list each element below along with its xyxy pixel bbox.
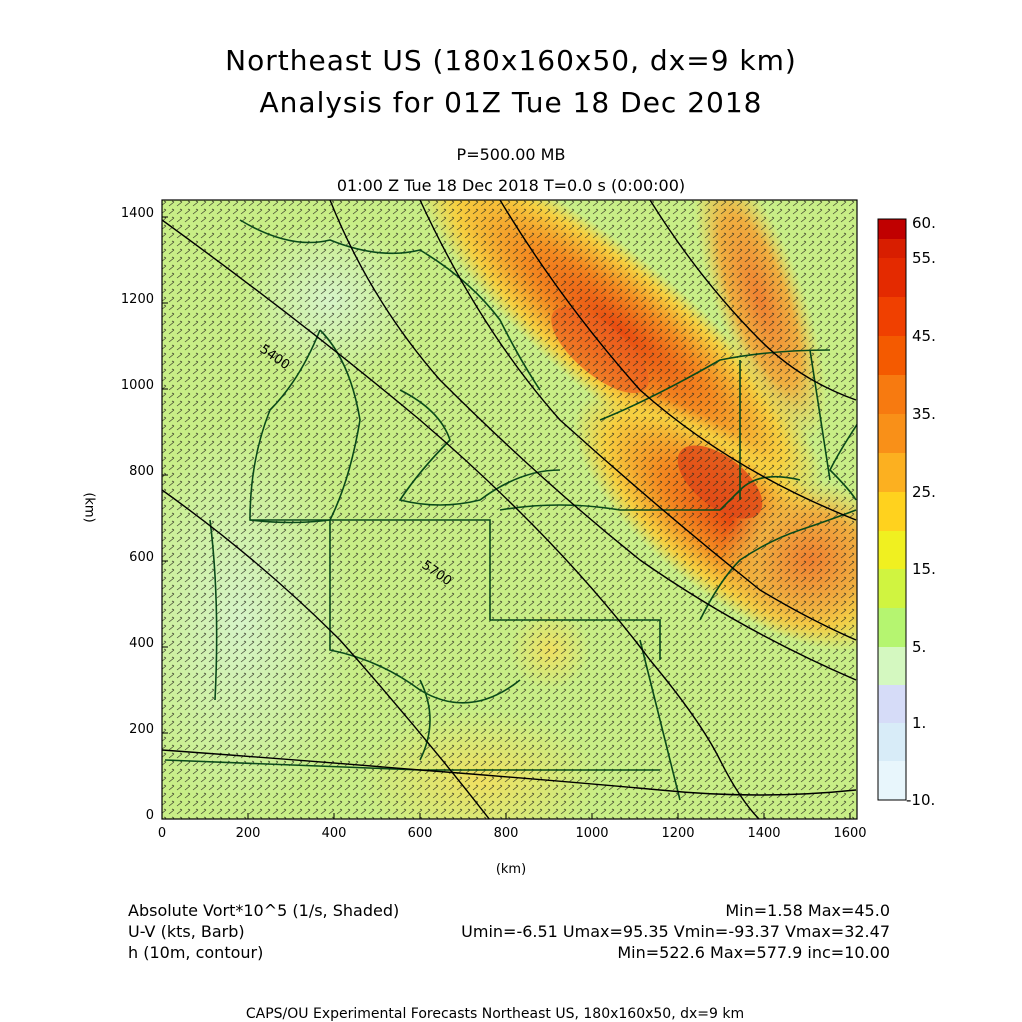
x-tick-label: 800 — [493, 826, 519, 841]
height-contours — [162, 200, 857, 819]
map-boundaries — [164, 219, 857, 801]
axis-ticks — [161, 216, 851, 820]
y-tick-label: 0 — [145, 808, 154, 823]
x-tick-label: 400 — [321, 826, 347, 841]
colorbar-label: 15. — [912, 560, 936, 578]
y-tick-label: 600 — [129, 550, 154, 565]
plot-frame — [161, 199, 858, 820]
x-axis-label: (km) — [495, 862, 527, 877]
x-tick-label: 1600 — [833, 826, 867, 841]
footer-credit: CAPS/OU Experimental Forecasts Northeast… — [245, 1006, 745, 1022]
title-line-1: Northeast US (180x160x50, dx=9 km) — [225, 44, 797, 77]
colorbar-label: 25. — [912, 483, 936, 501]
vorticity-shading — [162, 200, 857, 819]
colorbar — [877, 218, 907, 801]
legend-field-wind: U-V (kts, Barb) — [128, 922, 245, 941]
y-tick-label: 800 — [129, 464, 154, 479]
legend-field-height: h (10m, contour) — [128, 943, 264, 962]
colorbar-label: -10. — [906, 791, 936, 809]
y-tick-label: 400 — [129, 636, 154, 651]
x-tick-label: 600 — [407, 826, 433, 841]
colorbar-label: 55. — [912, 249, 936, 267]
x-tick-label: 0 — [157, 826, 167, 841]
colorbar-label: 45. — [912, 327, 936, 345]
pressure-level: P=500.00 MB — [456, 145, 566, 164]
x-tick-label: 200 — [235, 826, 261, 841]
legend-height-stats: Min=522.6 Max=577.9 inc=10.00 — [617, 943, 890, 962]
valid-time: 01:00 Z Tue 18 Dec 2018 T=0.0 s (0:00:00… — [336, 176, 686, 195]
x-tick-label: 1400 — [747, 826, 781, 841]
colorbar-label: 1. — [912, 714, 927, 732]
y-tick-label: 1400 — [120, 206, 154, 221]
colorbar-label: 5. — [912, 638, 927, 656]
colorbar-label: 35. — [912, 405, 936, 423]
x-tick-label: 1200 — [661, 826, 695, 841]
legend-field-vorticity: Absolute Vort*10^5 (1/s, Shaded) — [128, 901, 400, 920]
y-tick-label: 1200 — [120, 292, 154, 307]
title-line-2: Analysis for 01Z Tue 18 Dec 2018 — [259, 86, 763, 119]
colorbar-label: 60. — [912, 214, 936, 232]
x-tick-label: 1000 — [575, 826, 609, 841]
y-axis-label: (km) — [81, 492, 97, 523]
legend-wind-stats: Umin=-6.51 Umax=95.35 Vmin=-93.37 Vmax=3… — [461, 922, 890, 941]
y-tick-label: 1000 — [120, 378, 154, 393]
y-tick-label: 200 — [129, 722, 154, 737]
legend-vorticity-stats: Min=1.58 Max=45.0 — [725, 901, 890, 920]
